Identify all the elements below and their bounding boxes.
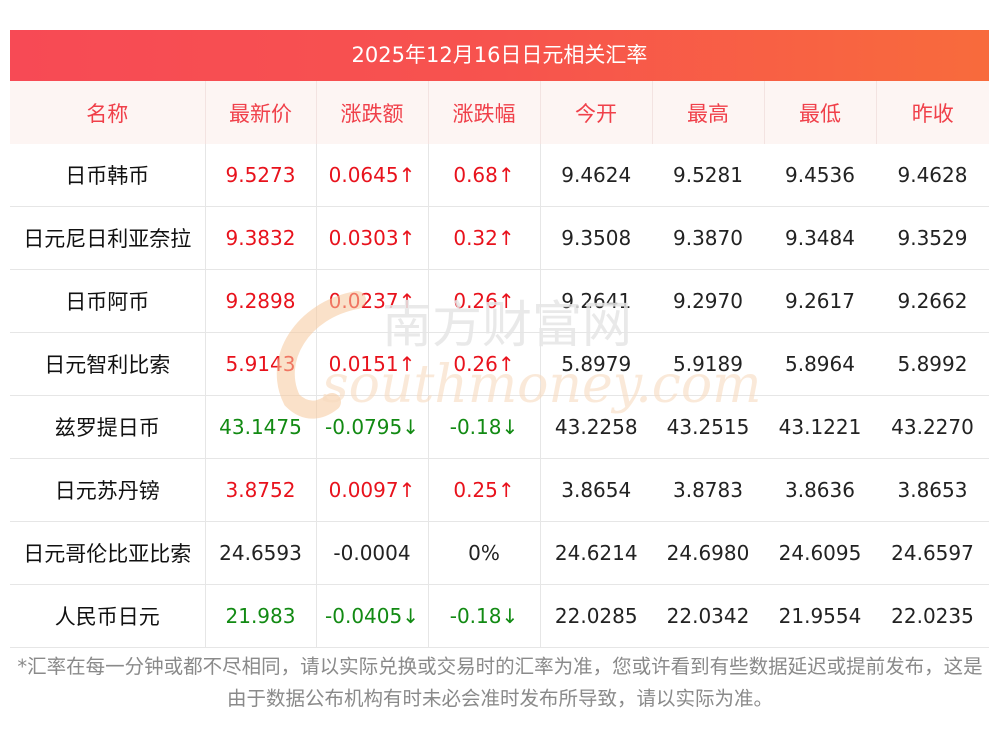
cell-latest: 9.3832 — [204, 206, 316, 270]
cell-low: 21.9554 — [764, 584, 876, 648]
cell-open: 3.8654 — [539, 458, 652, 522]
header-open: 今开 — [539, 81, 652, 144]
cell-high: 9.5281 — [652, 144, 764, 207]
cell-pct: 0.32↑ — [427, 206, 540, 270]
table-row: 日币韩币 9.5273 0.0645↑ 0.68↑ 9.4624 9.5281 9.4536… — [10, 144, 989, 207]
cell-change: -0.0405↓ — [315, 584, 428, 648]
cell-open: 9.3508 — [539, 206, 652, 270]
cell-change: 0.0151↑ — [315, 332, 428, 396]
cell-prev-close: 43.2270 — [876, 395, 989, 459]
table-header-row: 名称 最新价 涨跌额 涨跌幅 今开 最高 最低 昨收 — [10, 81, 989, 144]
cell-change: -0.0004 — [315, 521, 428, 585]
rates-table: 名称 最新价 涨跌额 涨跌幅 今开 最高 最低 昨收 日币韩币 9.5273 0.0… — [10, 81, 989, 648]
cell-latest: 5.9143 — [204, 332, 316, 396]
cell-prev-close: 5.8992 — [876, 332, 989, 396]
cell-name: 日元苏丹镑 — [10, 458, 205, 522]
rates-panel: 2025年12月16日日元相关汇率 名称 最新价 涨跌额 涨跌幅 今开 最高 最… — [10, 30, 989, 648]
cell-change: 0.0645↑ — [315, 144, 428, 207]
cell-latest: 24.6593 — [204, 521, 316, 585]
cell-name: 日币韩币 — [10, 144, 205, 207]
header-latest: 最新价 — [204, 81, 316, 144]
cell-prev-close: 9.3529 — [876, 206, 989, 270]
cell-pct: 0.26↑ — [427, 332, 540, 396]
header-low: 最低 — [763, 81, 876, 144]
cell-change: 0.0303↑ — [315, 206, 428, 270]
cell-name: 日元尼日利亚奈拉 — [10, 206, 205, 270]
cell-open: 43.2258 — [539, 395, 652, 459]
cell-open: 9.2641 — [539, 269, 652, 333]
cell-change: -0.0795↓ — [315, 395, 428, 459]
cell-name: 日元哥伦比亚比索 — [10, 521, 205, 585]
cell-open: 22.0285 — [539, 584, 652, 648]
cell-name: 兹罗提日币 — [10, 395, 205, 459]
cell-pct: 0.25↑ — [427, 458, 540, 522]
cell-high: 3.8783 — [652, 458, 764, 522]
header-high: 最高 — [651, 81, 764, 144]
cell-name: 人民币日元 — [10, 584, 205, 648]
cell-low: 24.6095 — [764, 521, 876, 585]
cell-prev-close: 3.8653 — [876, 458, 989, 522]
cell-latest: 3.8752 — [204, 458, 316, 522]
header-prev-close: 昨收 — [875, 81, 989, 144]
table-row: 日元苏丹镑 3.8752 0.0097↑ 0.25↑ 3.8654 3.8783 3.863… — [10, 458, 989, 522]
cell-high: 22.0342 — [652, 584, 764, 648]
cell-latest: 9.5273 — [204, 144, 316, 207]
cell-prev-close: 9.2662 — [876, 269, 989, 333]
footnote: *汇率在每一分钟或都不尽相同，请以实际兑换或交易时的汇率为准，您或许看到有些数据… — [17, 655, 983, 710]
table-row: 兹罗提日币 43.1475 -0.0795↓ -0.18↓ 43.2258 43.2515… — [10, 395, 989, 459]
cell-prev-close: 9.4628 — [876, 144, 989, 207]
table-row: 日元智利比索 5.9143 0.0151↑ 0.26↑ 5.8979 5.9189 5.89… — [10, 332, 989, 396]
cell-name: 日币阿币 — [10, 269, 205, 333]
cell-low: 9.4536 — [764, 144, 876, 207]
cell-prev-close: 24.6597 — [876, 521, 989, 585]
cell-pct: 0% — [427, 521, 540, 585]
header-name: 名称 — [10, 81, 205, 144]
cell-pct: -0.18↓ — [427, 584, 540, 648]
cell-open: 9.4624 — [539, 144, 652, 207]
cell-high: 9.3870 — [652, 206, 764, 270]
cell-high: 43.2515 — [652, 395, 764, 459]
cell-change: 0.0097↑ — [315, 458, 428, 522]
header-pct: 涨跌幅 — [427, 81, 540, 144]
cell-latest: 9.2898 — [204, 269, 316, 333]
cell-high: 9.2970 — [652, 269, 764, 333]
header-change: 涨跌额 — [315, 81, 428, 144]
table-row: 人民币日元 21.983 -0.0405↓ -0.18↓ 22.0285 22.0342 2… — [10, 584, 989, 648]
cell-latest: 21.983 — [204, 584, 316, 648]
cell-low: 5.8964 — [764, 332, 876, 396]
cell-low: 3.8636 — [764, 458, 876, 522]
cell-high: 24.6980 — [652, 521, 764, 585]
cell-pct: 0.26↑ — [427, 269, 540, 333]
cell-change: 0.0237↑ — [315, 269, 428, 333]
table-title: 2025年12月16日日元相关汇率 — [10, 30, 989, 81]
cell-open: 5.8979 — [539, 332, 652, 396]
cell-high: 5.9189 — [652, 332, 764, 396]
table-row: 日元哥伦比亚比索 24.6593 -0.0004 0% 24.6214 24.6980 24… — [10, 521, 989, 585]
cell-pct: 0.68↑ — [427, 144, 540, 207]
cell-low: 9.2617 — [764, 269, 876, 333]
cell-open: 24.6214 — [539, 521, 652, 585]
cell-name: 日元智利比索 — [10, 332, 205, 396]
cell-pct: -0.18↓ — [427, 395, 540, 459]
cell-low: 9.3484 — [764, 206, 876, 270]
table-row: 日币阿币 9.2898 0.0237↑ 0.26↑ 9.2641 9.2970 9.2617… — [10, 269, 989, 333]
cell-latest: 43.1475 — [204, 395, 316, 459]
table-row: 日元尼日利亚奈拉 9.3832 0.0303↑ 0.32↑ 9.3508 9.3870 9.… — [10, 206, 989, 270]
cell-low: 43.1221 — [764, 395, 876, 459]
cell-prev-close: 22.0235 — [876, 584, 989, 648]
